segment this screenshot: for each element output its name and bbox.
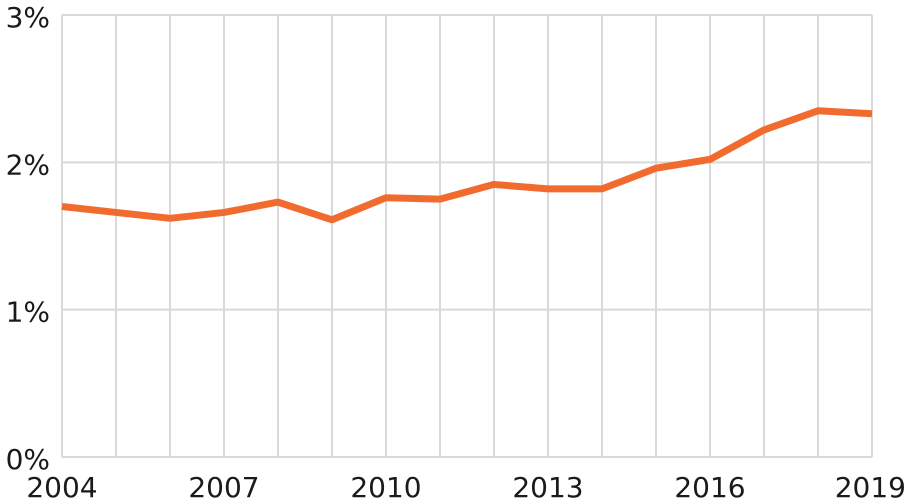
y-tick-label: 2% <box>6 148 50 181</box>
x-tick-label: 2016 <box>674 471 745 503</box>
x-tick-label: 2007 <box>188 471 259 503</box>
x-tick-label: 2004 <box>26 471 97 503</box>
x-tick-label: 2019 <box>835 471 906 503</box>
x-tick-label: 2010 <box>350 471 421 503</box>
x-axis-ticks: 2004 2007 2010 2013 2016 2019 <box>26 471 906 503</box>
series-layer <box>61 107 873 224</box>
y-axis-ticks: 0% 1% 2% 3% <box>6 1 50 476</box>
y-tick-label: 3% <box>6 1 50 34</box>
grid-layer <box>61 14 873 458</box>
y-tick-label: 1% <box>6 296 50 329</box>
series-line <box>61 107 873 224</box>
x-tick-label: 2013 <box>512 471 583 503</box>
y-tick-label: 0% <box>6 443 50 476</box>
